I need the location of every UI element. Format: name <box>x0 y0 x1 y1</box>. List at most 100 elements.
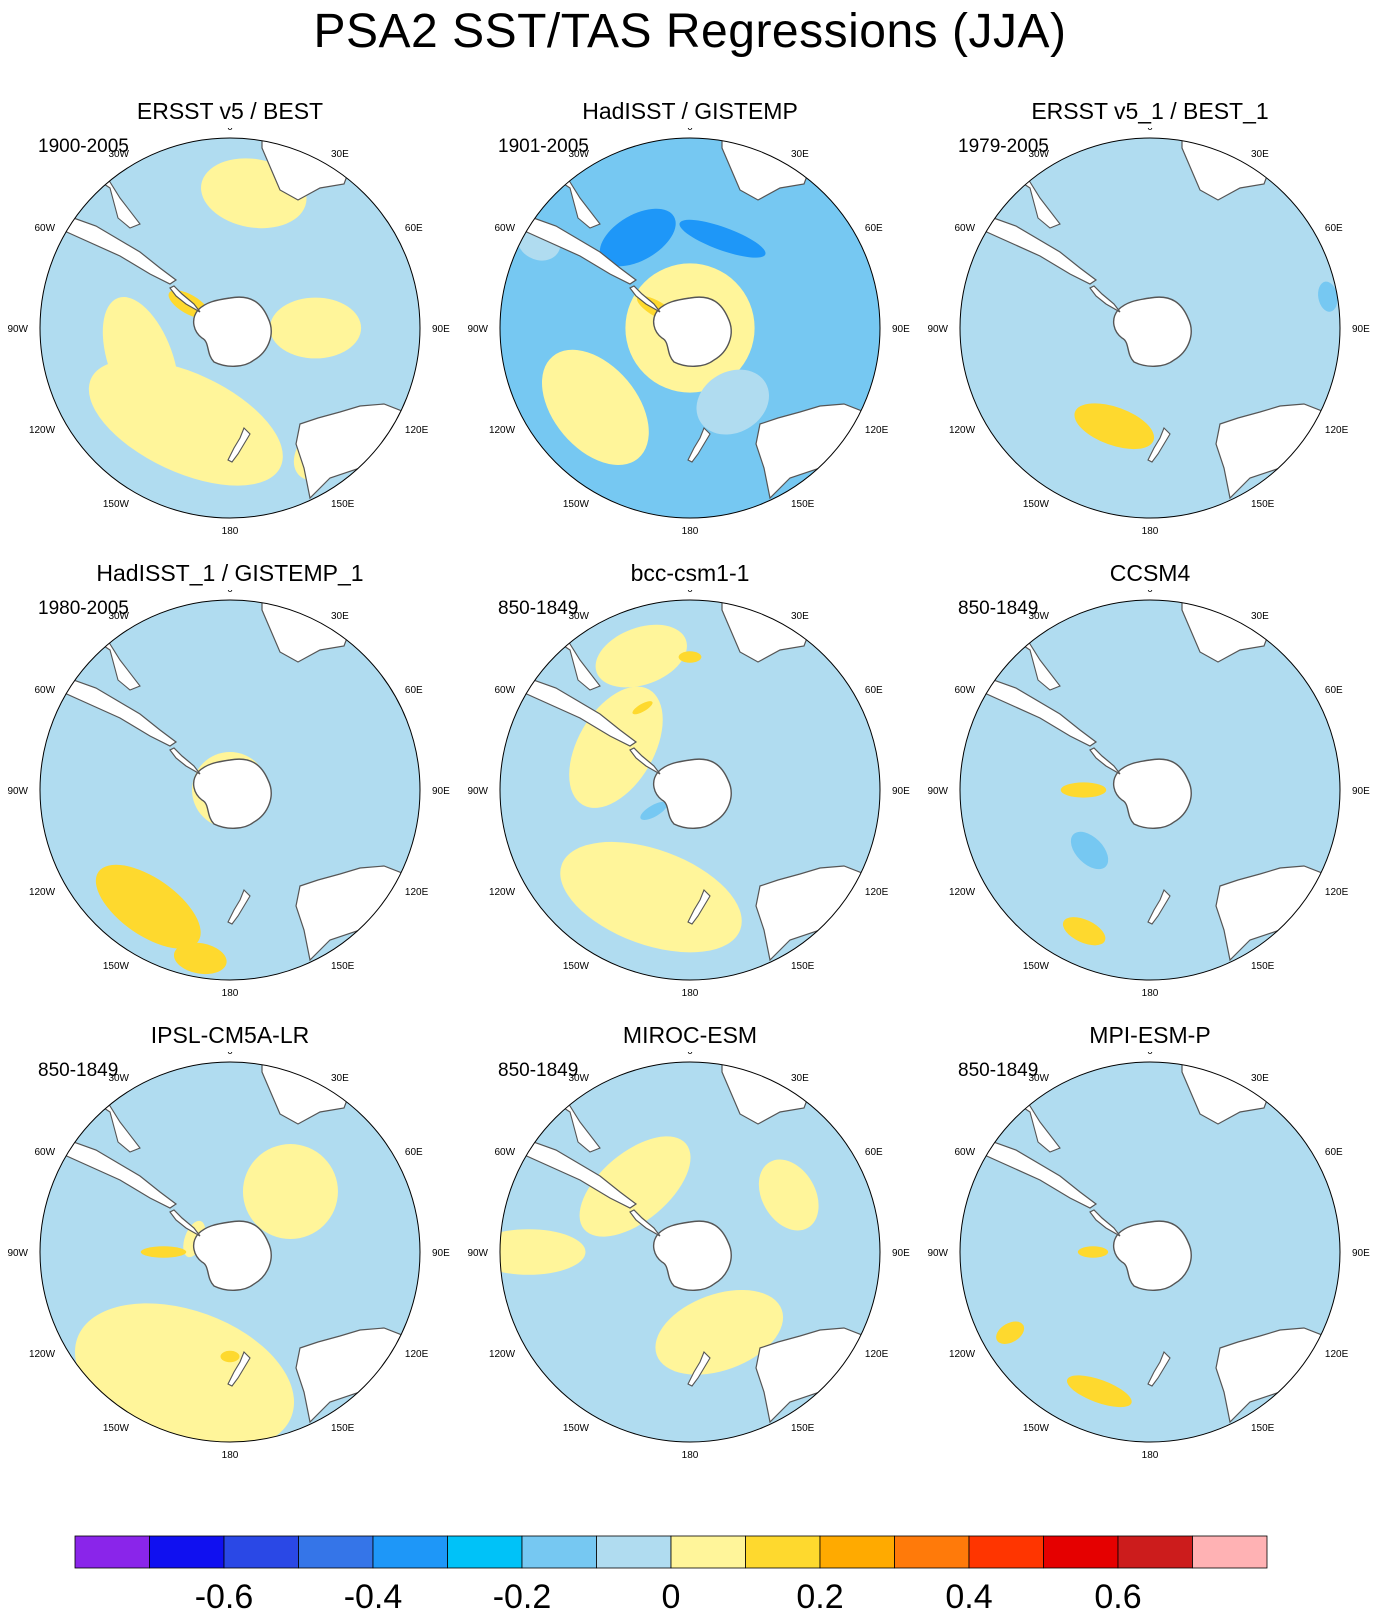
polar-map: 0 30E 60E 90E 120E 150E 180 150W 120W 90W 60W 30W <box>7 1052 450 1461</box>
anomaly-region <box>500 1229 586 1275</box>
panel-title: ERSST v5 / BEST <box>136 98 324 124</box>
map-boundary <box>959 137 1341 519</box>
longitude-label: 60W <box>955 223 976 234</box>
longitude-label: 60E <box>1325 685 1343 696</box>
longitude-label: 120W <box>489 887 516 898</box>
anomaly-region <box>102 297 179 424</box>
anomaly-region <box>560 841 742 953</box>
colorbar-swatch <box>894 1535 970 1569</box>
anomaly-region <box>640 801 668 820</box>
colorbar-tick-label: 0.6 <box>1094 1578 1141 1612</box>
antarctic-peninsula <box>169 747 201 775</box>
antarctic-peninsula <box>629 285 661 313</box>
longitude-label: 0 <box>687 1052 693 1057</box>
longitude-label: 150W <box>103 499 130 510</box>
anomaly-region <box>595 624 687 688</box>
polar-map: 0 30E 60E 90E 120E 150E 180 150W 120W 90W 60W 30W <box>927 1052 1370 1461</box>
longitude-label: 120E <box>405 425 429 436</box>
colorbar-tick-label: 0.2 <box>796 1578 843 1612</box>
anomaly-region <box>137 653 190 697</box>
longitude-label: 150W <box>1023 1423 1050 1434</box>
anomaly-region <box>220 1350 240 1363</box>
longitude-label: 60E <box>1325 1147 1343 1158</box>
longitude-label: 30W <box>108 611 129 622</box>
panel-period: 1979-2005 <box>958 136 1049 157</box>
longitude-label: 60E <box>865 1147 883 1158</box>
south-america-coast <box>960 667 1098 747</box>
panel-title: IPSL-CM5A-LR <box>150 1022 310 1048</box>
south-america-coast <box>960 1129 1098 1209</box>
anomaly-region <box>579 1136 691 1237</box>
longitude-label: 120W <box>29 1349 56 1360</box>
polar-map: 0 30E 60E 90E 120E 150E 180 150W 120W 90W 60W 30W <box>7 128 450 537</box>
longitude-label: 120W <box>29 887 56 898</box>
longitude-label: 150W <box>103 1423 130 1434</box>
anomaly-region <box>1070 831 1109 870</box>
panel-title: MPI-ESM-P <box>1089 1022 1211 1048</box>
colorbar: -0.6 -0.4 -0.2 0 0.2 0.4 0.6 <box>74 1535 1268 1612</box>
polar-map: 0 30E 60E 90E 120E 150E 180 150W 120W 90W 60W 30W <box>467 128 910 537</box>
panel-title: ERSST v5_1 / BEST_1 <box>1031 98 1269 124</box>
map-boundary <box>959 599 1341 981</box>
map-panel-ersst-best: ERSST v5 / BEST 1900-2005 0 30E 60E 90E 120E 15… <box>0 80 460 550</box>
panel-period: 850-1849 <box>958 598 1039 619</box>
anomaly-region <box>1061 1275 1141 1346</box>
colorbar-swatch <box>372 1535 448 1569</box>
anomaly-region <box>1077 1246 1109 1258</box>
longitude-label: 0 <box>687 128 693 133</box>
anomaly-region <box>679 219 766 258</box>
antarctic-peninsula <box>629 1209 661 1237</box>
longitude-label: 60W <box>495 685 516 696</box>
longitude-label: 90W <box>7 786 28 797</box>
south-america-coast <box>960 205 1098 285</box>
longitude-label: 150E <box>791 1423 815 1434</box>
map-panel-ipsl-cm5a-lr: IPSL-CM5A-LR 850-1849 0 30E 60E 90E 120E 150E 18… <box>0 1004 460 1474</box>
longitude-label: 60E <box>405 223 423 234</box>
longitude-label: 90E <box>1352 324 1370 335</box>
anomaly-region <box>1113 647 1259 736</box>
longitude-label: 150W <box>1023 499 1050 510</box>
longitude-label: 120E <box>1325 425 1349 436</box>
longitude-label: 30E <box>791 149 809 160</box>
longitude-label: 180 <box>682 1450 699 1461</box>
longitude-label: 120W <box>949 1349 976 1360</box>
longitude-label: 90W <box>927 324 948 335</box>
longitude-label: 30W <box>108 1073 129 1084</box>
longitude-label: 30W <box>568 149 589 160</box>
colorbar-swatch <box>74 1535 150 1569</box>
polar-map: 0 30E 60E 90E 120E 150E 180 150W 120W 90W 60W 30W <box>927 590 1370 999</box>
anomaly-region <box>632 701 653 715</box>
panel-title: HadISST / GISTEMP <box>582 98 798 124</box>
longitude-label: 60E <box>865 685 883 696</box>
longitude-label: 90W <box>467 1248 488 1259</box>
longitude-label: 150E <box>1251 499 1275 510</box>
longitude-label: 180 <box>222 988 239 999</box>
longitude-label: 0 <box>227 590 233 595</box>
map-boundary <box>499 137 881 519</box>
longitude-label: 90W <box>927 1248 948 1259</box>
longitude-label: 150E <box>791 499 815 510</box>
longitude-label: 90E <box>432 786 450 797</box>
antarctic-peninsula <box>1089 285 1121 313</box>
anomaly-region <box>1318 281 1338 312</box>
longitude-label: 180 <box>222 1450 239 1461</box>
polar-map: 0 30E 60E 90E 120E 150E 180 150W 120W 90W 60W 30W <box>7 590 450 999</box>
longitude-label: 90E <box>892 1248 910 1259</box>
panel-title: MIROC-ESM <box>622 1022 758 1048</box>
longitude-label: 90W <box>927 786 948 797</box>
anomaly-region <box>996 1321 1025 1344</box>
longitude-label: 30W <box>1028 1073 1049 1084</box>
map-boundary <box>39 599 421 981</box>
longitude-label: 120W <box>949 887 976 898</box>
colorbar-swatch <box>1117 1535 1193 1569</box>
longitude-label: 90E <box>1352 786 1370 797</box>
colorbar-swatch <box>670 1535 746 1569</box>
colorbar-swatch <box>819 1535 895 1569</box>
colorbar-swatch <box>745 1535 821 1569</box>
panel-period: 850-1849 <box>38 1060 119 1081</box>
longitude-label: 30E <box>791 611 809 622</box>
longitude-label: 120E <box>405 1349 429 1360</box>
longitude-label: 90E <box>1352 1248 1370 1259</box>
colorbar-swatch <box>298 1535 374 1569</box>
longitude-label: 150W <box>1023 961 1050 972</box>
